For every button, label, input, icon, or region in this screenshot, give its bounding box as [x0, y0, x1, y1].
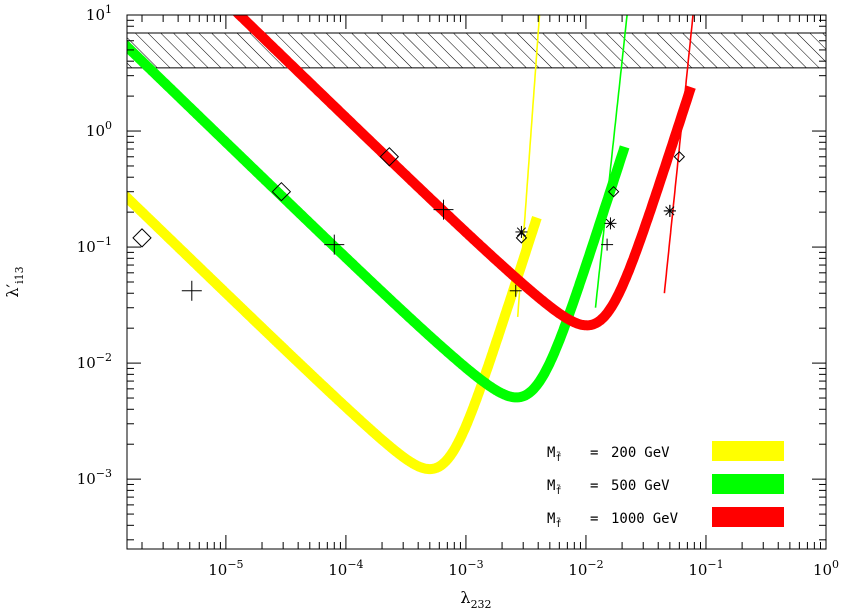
x-tick-label: 100	[813, 558, 839, 579]
y-tick-base: 10	[86, 6, 105, 24]
x-tick-label: 10−1	[688, 558, 723, 579]
x-tick-exp: −3	[467, 558, 483, 571]
x-tick-base: 10	[568, 561, 587, 579]
x-tick-base: 10	[448, 561, 467, 579]
legend-equals: =	[590, 478, 598, 494]
legend-unit: GeV	[653, 511, 679, 527]
x-tick-exp: 0	[832, 558, 839, 571]
markers-layer	[132, 147, 686, 301]
legend-symbol: M	[547, 511, 555, 527]
legend-unit: GeV	[644, 478, 670, 494]
y-tick-exp: 1	[105, 3, 112, 16]
legend-entry-label: Mf̃ = 1000 GeV	[547, 511, 679, 530]
x-tick-label: 10−2	[568, 558, 603, 579]
y-tick-exp: −3	[96, 467, 112, 480]
x-tick-base: 10	[208, 561, 227, 579]
marker-star-small-200-ray	[516, 227, 527, 237]
marker-plus-small-500	[601, 238, 614, 251]
excluded-region	[127, 32, 826, 69]
legend-symbol: M	[547, 478, 555, 494]
marker-diamond-big-1000	[379, 147, 400, 167]
marker-diamond-small-200	[515, 232, 528, 244]
y-tick-exp: 0	[105, 119, 112, 132]
legend-symbol-sub: f̃	[555, 516, 561, 530]
x-tick-exp: −2	[587, 558, 603, 571]
y-tick-label: 10−3	[77, 467, 112, 488]
x-tick-exp: −4	[347, 558, 363, 571]
axis-tick-labels: 10−5 10−4 10−3 10−2 10−1 10010−310−210−110010…	[77, 3, 839, 579]
legend-entry-label: Mf̃ = 500 GeV	[547, 478, 670, 497]
y-tick-base: 10	[77, 238, 96, 256]
marker-plus-small-200	[509, 284, 522, 297]
y-tick-base: 10	[86, 122, 105, 140]
legend-swatch	[712, 441, 784, 461]
legend-value: 500	[611, 478, 636, 494]
marker-star-small-500-ray	[605, 218, 616, 228]
marker-plus-small-1000	[663, 204, 676, 217]
y-tick-base: 10	[77, 470, 96, 488]
x-tick-label: 10−4	[328, 558, 363, 579]
legend-symbol-sub: f̃	[555, 450, 561, 464]
curves-layer	[127, 15, 696, 475]
marker-diamond-big-200	[132, 228, 152, 248]
x-tick-label: 10−5	[208, 558, 243, 579]
legend-value: 1000	[611, 511, 645, 527]
series-thin-200	[516, 15, 541, 317]
x-axis-title: λ232	[460, 588, 491, 610]
marker-diamond-small-500	[607, 186, 620, 198]
series-band-500	[127, 39, 630, 403]
y-tick-base: 10	[77, 354, 96, 372]
legend-unit: GeV	[644, 445, 670, 461]
x-tick-base: 10	[328, 561, 347, 579]
marker-plus-big-200	[181, 280, 202, 301]
axis-ticks	[127, 14, 827, 549]
legend-equals: =	[590, 445, 598, 461]
legend-symbol: M	[547, 445, 555, 461]
legend-value: 200	[611, 445, 636, 461]
marker-plus-big-1000	[433, 199, 454, 220]
x-tick-label: 10−3	[448, 558, 483, 579]
marker-star-small-200	[515, 225, 528, 238]
legend-swatch	[712, 474, 784, 494]
series-thin-1000	[663, 15, 694, 294]
marker-star-small-500	[604, 217, 617, 230]
series-band-1000	[232, 15, 696, 331]
legend-symbol-sub: f̃	[555, 483, 561, 497]
excluded-band-hatch	[127, 32, 826, 68]
y-tick-label: 10−2	[77, 351, 112, 372]
y-tick-exp: −2	[96, 351, 112, 364]
x-tick-base: 10	[688, 561, 707, 579]
legend-equals: =	[590, 511, 598, 527]
y-tick-label: 10−1	[77, 235, 112, 256]
marker-diamond-big-500	[271, 182, 292, 202]
legend-entry-label: Mf̃ = 200 GeV	[547, 445, 670, 464]
y-tick-exp: −1	[96, 235, 112, 248]
marker-plus-big-500	[324, 234, 345, 255]
legend: Mf̃ = 200 GeV Mf̃ = 500 GeV Mf̃ = 1000 GeV	[547, 441, 784, 530]
x-tick-exp: −5	[227, 558, 243, 571]
y-tick-label: 100	[86, 119, 112, 140]
marker-diamond-small-1000	[673, 151, 686, 163]
x-tick-exp: −1	[707, 558, 723, 571]
legend-swatch	[712, 507, 784, 527]
series-band-200	[127, 190, 542, 475]
y-axis-title: λ′i13	[3, 266, 26, 297]
y-tick-label: 101	[86, 3, 112, 24]
x-tick-base: 10	[813, 561, 832, 579]
plot-frame	[126, 14, 827, 550]
series-thin-500	[594, 15, 628, 308]
